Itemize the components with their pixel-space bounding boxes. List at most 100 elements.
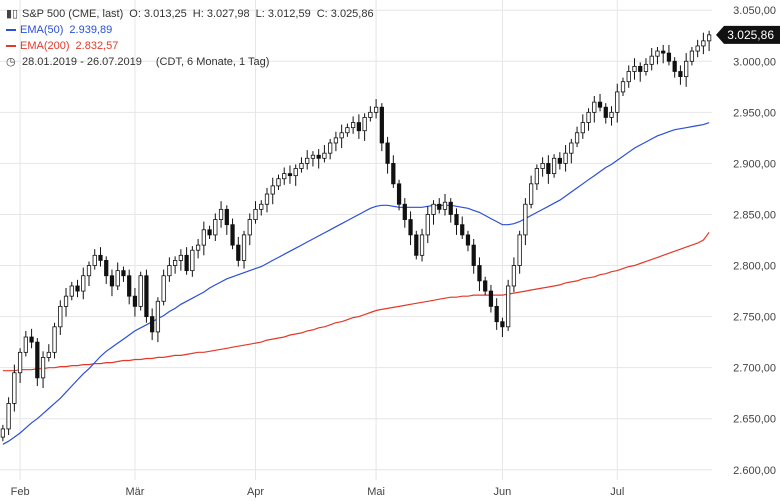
y-tick-label: 2.900,00 [733,158,776,170]
candle-body [98,254,103,261]
ema200-value: 2.832,57 [75,40,119,52]
candle-body [322,152,327,159]
candle-body [580,122,585,134]
candle-body [167,265,172,277]
candle-body [345,127,350,134]
x-tick-label: Apr [247,486,264,498]
candle-body [483,280,488,292]
candle-body [471,244,476,266]
ema50-value: 2.939,89 [69,24,113,36]
ema50-line [2,122,710,445]
y-tick-label: 3.000,00 [733,56,776,68]
candle-body [190,249,195,272]
candle-body [695,45,700,52]
candle-body [597,101,603,108]
candle-body [707,34,712,42]
candle-body [649,55,654,65]
candle-body [431,203,436,215]
candle-body [230,224,235,246]
candle-body [563,152,568,164]
candle-body [684,60,689,77]
candle-body [259,203,264,210]
ema200-layer [2,231,710,372]
x-axis: Feb Mär Apr Mai Jun Jul [11,486,625,498]
x-tick-label: Mai [367,486,385,498]
candle-body [523,203,528,236]
candle-body [109,275,115,287]
candle-body [574,132,580,144]
candle-body [396,183,402,205]
candle-body [419,234,425,256]
candle-body [173,260,178,266]
candle-body [224,208,229,226]
candle-body [328,142,333,154]
candle-body [437,203,442,210]
candle-body [385,142,390,164]
candle-body [0,428,5,438]
candle-body [17,351,23,374]
candle-body [454,214,459,226]
range-meta: (CDT, 6 Monate, 1 Tag) [155,56,270,68]
candle-body [23,336,28,353]
candle-body [402,203,407,220]
candle-body [701,40,706,47]
candle-body [195,244,201,251]
candle-body [557,157,562,164]
candle-body [86,265,92,277]
candle-body [144,275,149,317]
candle-body [362,117,367,132]
candle-body [75,285,80,292]
candle-body [632,65,637,72]
candle-body [506,285,511,328]
candle-body [408,219,413,236]
candle-body [666,52,672,62]
candle-body [534,168,539,185]
candle-body [207,229,212,236]
candle-body [305,157,310,164]
candle-body [35,341,40,379]
ohlc-low: L: 3.012,59 [255,8,311,20]
candle-body [603,106,608,118]
candle-body [379,106,384,144]
ema50-layer [2,122,710,445]
candle-body [104,260,109,277]
candle-body [511,265,517,287]
symbol-label: S&P 500 (CME, last) [22,8,124,20]
ohlc-open: O: 3.013,25 [129,8,187,20]
candle-body [184,254,189,272]
candle-body [282,173,287,180]
candle-body [333,137,339,144]
candle-body [201,229,206,246]
last-price-layer: 3.025,86 [716,25,780,44]
y-tick-label: 2.650,00 [733,414,776,426]
candle-body [264,193,270,205]
candle-body [161,275,166,302]
candle-body [517,234,522,266]
candle-body [661,50,666,54]
ema200-label: EMA(200) [20,40,70,52]
candle-body [310,154,316,159]
candle-body [373,106,379,113]
y-tick-label: 3.050,00 [733,5,776,17]
candle-body [236,244,241,261]
candle-body [592,101,597,113]
candle-body [127,275,132,297]
candle-body [52,326,57,353]
candle-body [465,234,471,246]
candle-body [270,185,275,195]
y-tick-label: 2.850,00 [733,209,776,221]
candle-body [351,122,356,129]
ema50-label: EMA(50) [20,24,64,36]
legend-price-row: ▮▯ S&P 500 (CME, last) O: 3.013,25 H: 3.… [6,6,380,22]
ema200-swatch [6,45,16,47]
last-price-label: 3.025,86 [727,28,774,42]
candle-body [477,265,482,282]
candle-body [638,65,643,72]
candle-body [672,60,677,72]
y-tick-label: 2.600,00 [733,465,776,477]
x-tick-label: Mär [125,486,144,498]
legend-range-row: ◷ 28.01.2019 - 26.07.2019 (CDT, 6 Monate… [6,54,380,70]
ohlc-close: C: 3.025,86 [316,8,374,20]
